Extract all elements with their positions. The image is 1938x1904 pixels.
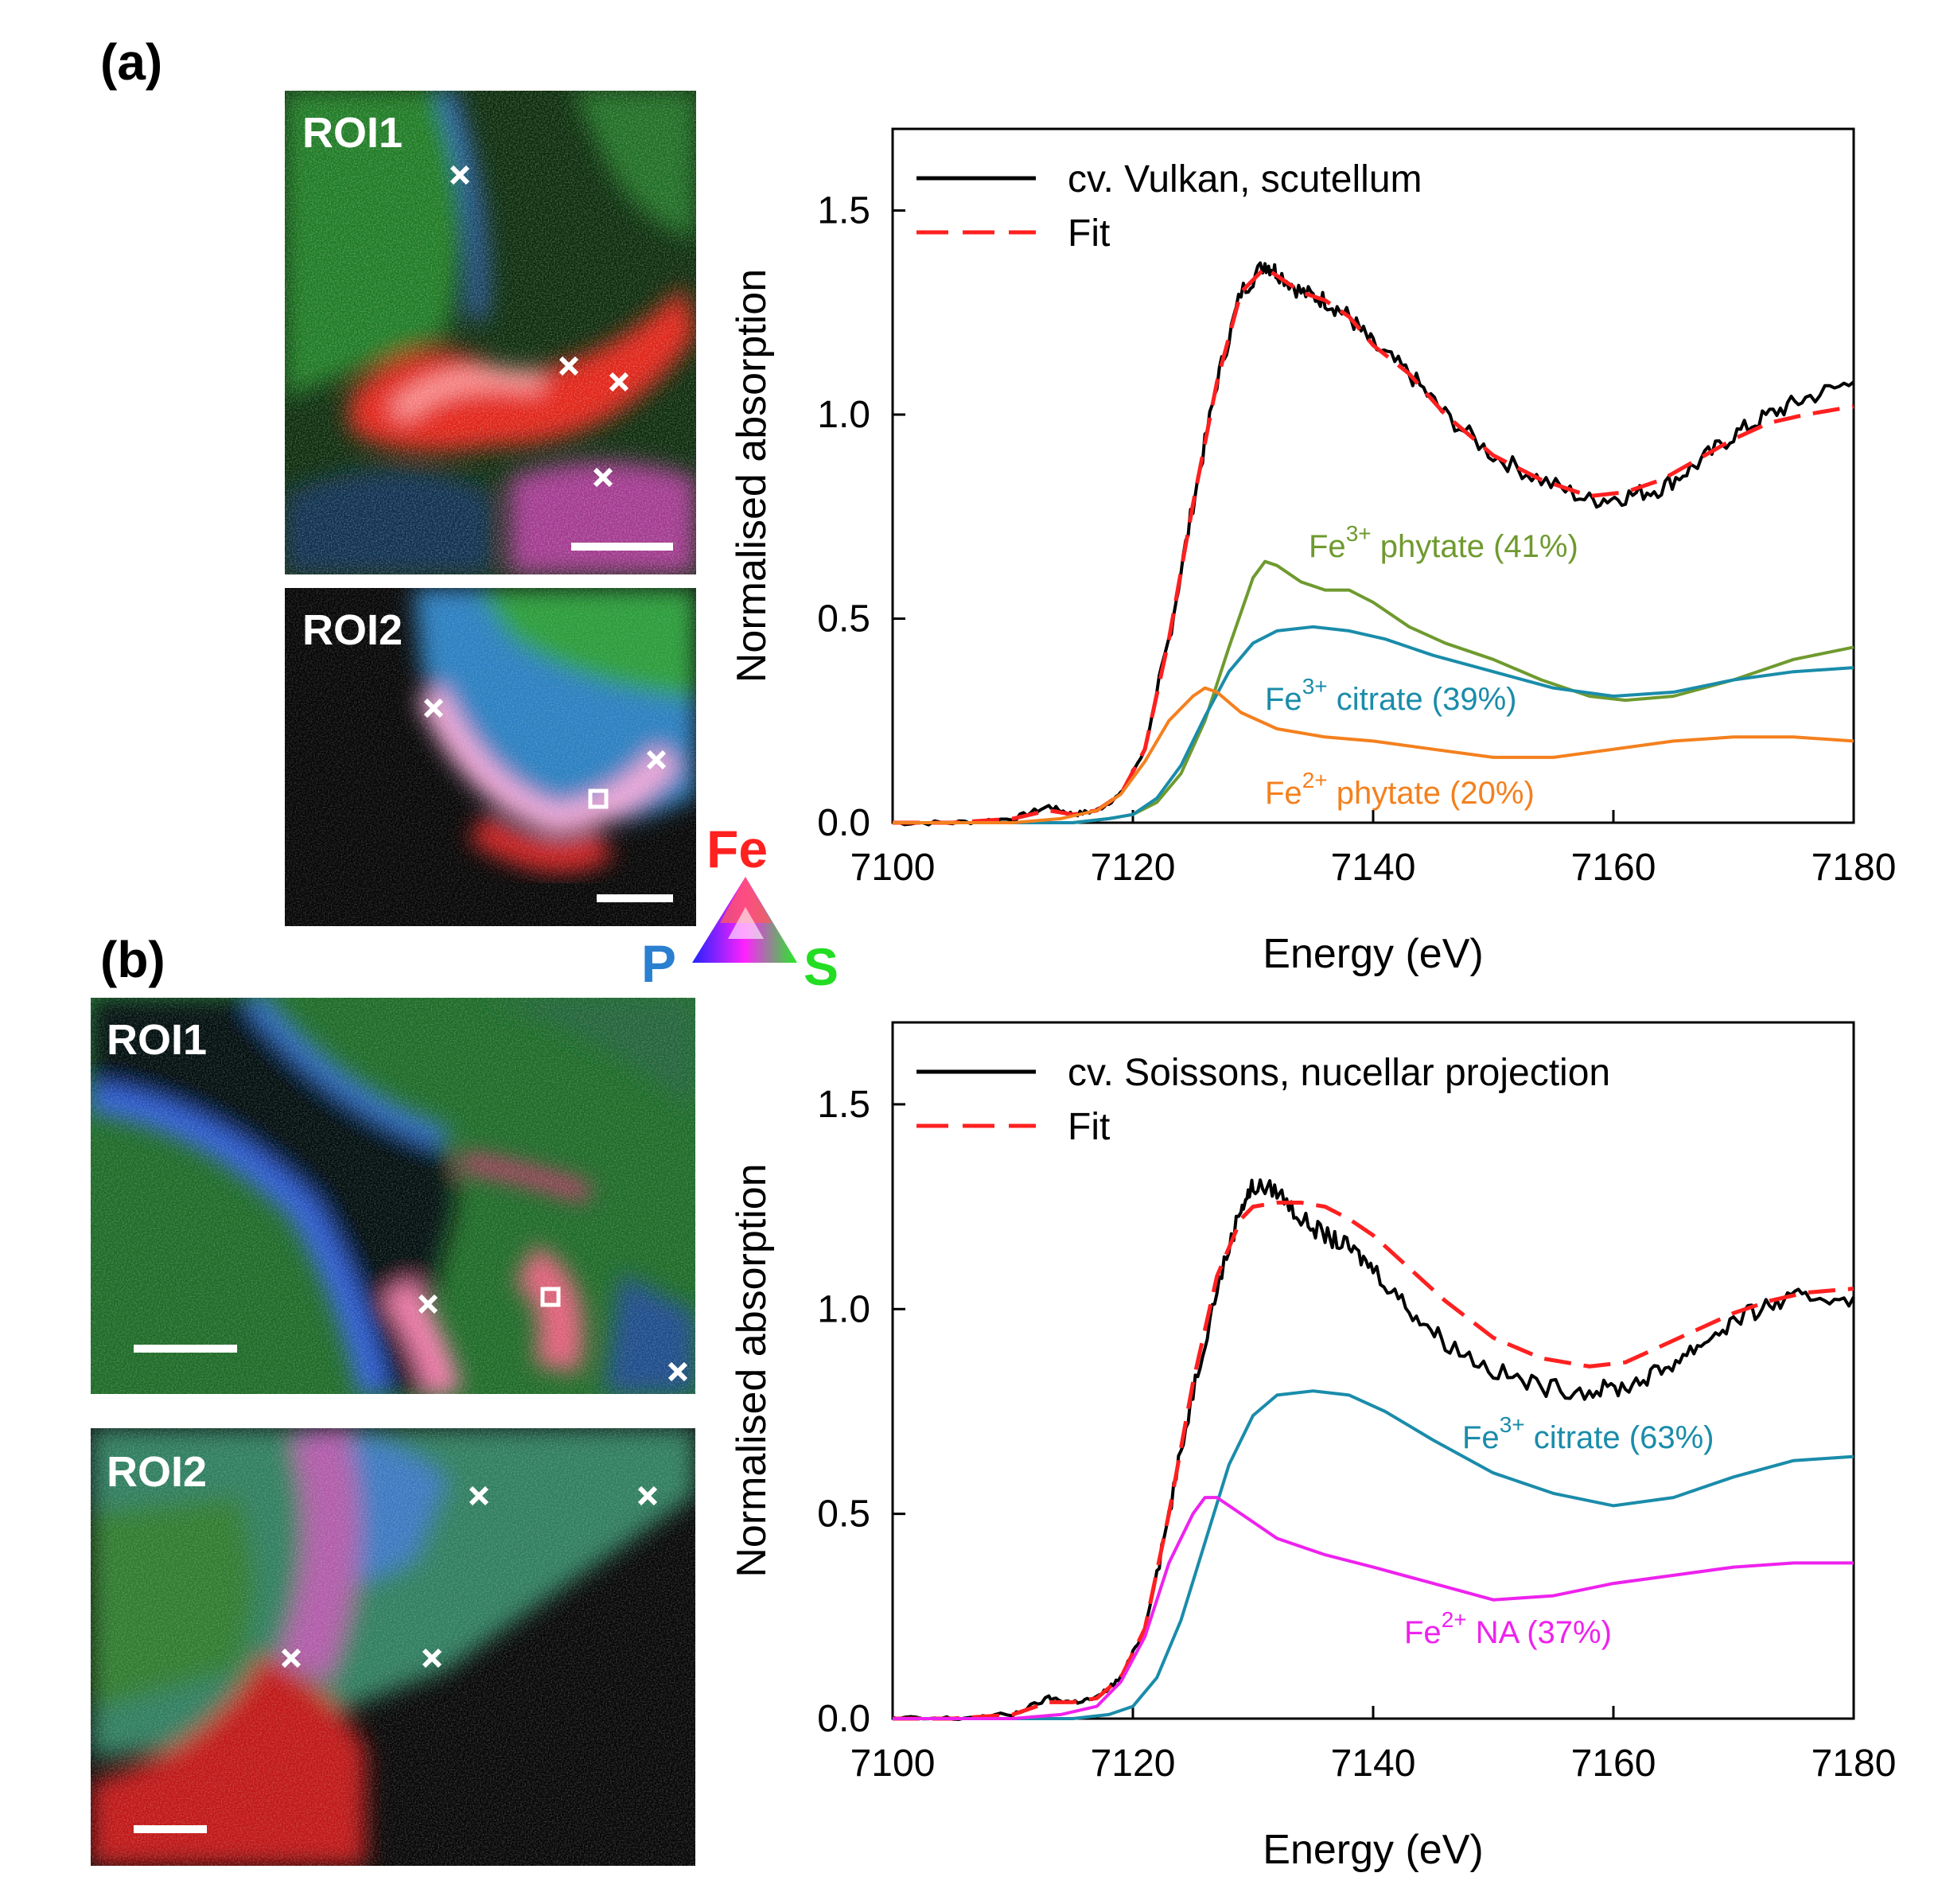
- component-label: Fe3+ citrate (39%): [1265, 674, 1516, 717]
- series-line-fe3_citrate: [893, 625, 1854, 824]
- legend-label: cv. Vulkan, scutellum: [1068, 158, 1422, 201]
- x-tick-label: 7160: [1571, 847, 1656, 889]
- y-tick-label: 0.5: [817, 598, 870, 641]
- chart-b: 7100 7120 7140 7160 7180 0.0 0.5 1.0 1.5 Energy (…: [729, 1021, 1897, 1873]
- color-key: Fe P S: [641, 820, 839, 996]
- x-axis-label: Energy (eV): [1263, 1827, 1483, 1873]
- map-a-roi1-label: ROI1: [302, 109, 403, 157]
- y-tick-label: 0.5: [817, 1493, 870, 1536]
- component-label-charge: 3+: [1302, 674, 1328, 699]
- marker-x: [423, 698, 667, 770]
- x-tick-label: 7140: [1331, 847, 1416, 889]
- component-label-element: Fe: [1265, 682, 1302, 717]
- x-tick-label: 7160: [1571, 1742, 1656, 1785]
- map-b-roi1-label: ROI1: [107, 1016, 207, 1064]
- marker-x: [281, 1485, 658, 1668]
- plot-frame: [891, 127, 1855, 824]
- legend-label: Fit: [1068, 212, 1110, 255]
- scale-bar: [571, 543, 673, 551]
- color-key-s: S: [804, 937, 839, 996]
- y-tick-label: 1.0: [817, 1288, 870, 1330]
- map-a-roi2-label: ROI2: [302, 606, 403, 654]
- map-a-roi1: ROI1: [285, 91, 696, 574]
- component-label-name: citrate (39%): [1328, 682, 1517, 717]
- series-line-fe2_phytate: [893, 686, 1854, 824]
- y-axis-label: Normalised absorption: [729, 1163, 775, 1577]
- x-tick-label: 7120: [1091, 1742, 1176, 1785]
- component-label-element: Fe: [1309, 529, 1346, 564]
- map-b-roi1: ROI1: [91, 998, 695, 1394]
- component-label-element: Fe: [1265, 776, 1302, 811]
- marker-x: [449, 165, 629, 488]
- component-label-element: Fe: [1462, 1420, 1500, 1455]
- component-label-charge: 3+: [1500, 1412, 1525, 1437]
- marker-x: [418, 1294, 688, 1382]
- x-tick-label: 7180: [1812, 1742, 1897, 1785]
- component-label: Fe2+ phytate (20%): [1265, 768, 1535, 811]
- y-tick-label: 1.5: [817, 1084, 870, 1126]
- component-label-name: NA (37%): [1467, 1615, 1612, 1650]
- color-key-p: P: [641, 934, 676, 993]
- legend-label: cv. Soissons, nucellar projection: [1068, 1052, 1610, 1094]
- map-b-roi2: ROI2: [91, 1428, 695, 1866]
- scale-bar: [134, 1825, 207, 1833]
- map-a-roi2: ROI2: [285, 588, 696, 926]
- component-label-name: phytate (20%): [1328, 776, 1535, 811]
- x-tick-label: 7120: [1091, 847, 1176, 889]
- marker-square: [588, 788, 609, 809]
- y-tick-label: 1.0: [817, 394, 870, 436]
- component-label-name: citrate (63%): [1525, 1420, 1714, 1455]
- x-tick-label: 7100: [850, 847, 936, 889]
- component-label-charge: 2+: [1442, 1607, 1467, 1632]
- component-label: Fe3+ phytate (41%): [1309, 521, 1578, 564]
- map-b-roi2-label: ROI2: [107, 1448, 207, 1496]
- scale-bar: [597, 894, 673, 902]
- y-tick-label: 0.0: [817, 1698, 870, 1740]
- legend-label: Fit: [1068, 1106, 1110, 1148]
- scale-bar: [134, 1345, 237, 1353]
- series-line-fe2_na: [893, 1496, 1854, 1720]
- color-key-fe: Fe: [706, 820, 768, 878]
- component-label: Fe2+ NA (37%): [1404, 1607, 1612, 1650]
- panel-a-label: (a): [100, 33, 162, 91]
- plot-frame: [891, 1021, 1855, 1720]
- y-tick-label: 1.5: [817, 190, 870, 232]
- series-line-fe3_citrate: [893, 1389, 1854, 1720]
- x-axis-label: Energy (eV): [1263, 931, 1483, 977]
- component-label: Fe3+ citrate (63%): [1462, 1412, 1714, 1455]
- component-label-name: phytate (41%): [1372, 529, 1578, 564]
- panel-b-label: (b): [100, 931, 165, 988]
- series-line-fit: [893, 1201, 1854, 1721]
- x-tick-label: 7100: [850, 1742, 936, 1785]
- component-label-element: Fe: [1404, 1615, 1442, 1650]
- marker-square: [540, 1287, 561, 1307]
- x-tick-label: 7180: [1812, 847, 1897, 889]
- y-axis-label: Normalised absorption: [729, 269, 775, 683]
- component-label-charge: 3+: [1346, 521, 1372, 546]
- chart-a: 7100 7120 7140 7160 7180 0.0 0.5 1.0 1.5 Energy (…: [729, 127, 1897, 977]
- component-label-charge: 2+: [1302, 768, 1328, 792]
- x-tick-label: 7140: [1331, 1742, 1416, 1785]
- y-tick-label: 0.0: [817, 802, 870, 844]
